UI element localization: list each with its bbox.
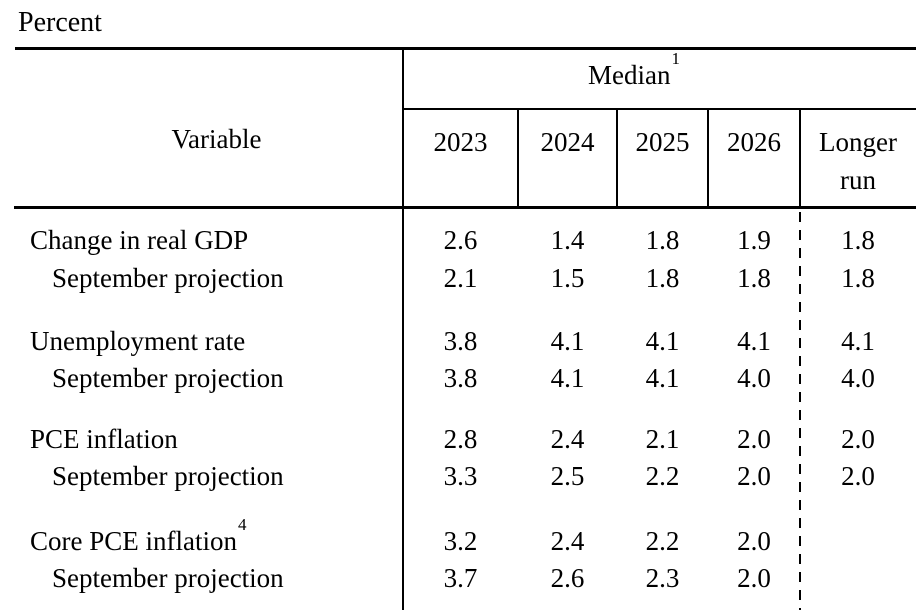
cell-2023: 2.8: [443, 423, 478, 454]
median-underline-rule: [402, 108, 916, 110]
year-divider-2025-2026: [707, 110, 709, 206]
column-header-2024: 2024: [540, 127, 595, 157]
longer-run-dashed-divider: [799, 212, 801, 610]
cell-2024: 2.4: [550, 423, 585, 454]
cell-2023: 2.6: [443, 224, 478, 255]
cell-longer-run: 1.8: [841, 224, 875, 255]
table-row: Change in real GDP 2.6 1.4 1.8 1.9 1.8: [0, 221, 916, 259]
cell-2024: 1.4: [550, 224, 585, 255]
cell-2025: 2.1: [645, 423, 680, 454]
variable-column-divider: [402, 47, 404, 610]
row-label: Core PCE inflation4: [30, 514, 247, 556]
table-row: September projection 3.8 4.1 4.1 4.0 4.0: [0, 359, 916, 397]
cell-2024: 2.5: [550, 460, 585, 491]
cell-2026: 2.0: [737, 525, 771, 556]
cell-2023: 3.3: [443, 460, 478, 491]
cell-2024: 2.6: [550, 562, 585, 593]
header-bottom-rule: [14, 206, 916, 209]
column-header-variable: Variable: [171, 124, 262, 154]
table-row: Core PCE inflation4 3.2 2.4 2.2 2.0: [0, 514, 916, 560]
median-header-text: Median: [588, 60, 671, 90]
cell-2025: 4.1: [645, 362, 680, 393]
row-label: September projection: [52, 460, 284, 491]
cell-2026: 2.0: [737, 460, 771, 491]
cell-2026: 4.1: [737, 325, 771, 356]
longer-run-line2: run: [840, 165, 876, 195]
table-row: September projection 2.1 1.5 1.8 1.8 1.8: [0, 259, 916, 297]
units-label: Percent: [18, 7, 102, 38]
cell-2026: 2.0: [737, 562, 771, 593]
year-divider-2023-2024: [517, 110, 519, 206]
column-header-2023: 2023: [433, 127, 488, 157]
row-label: September projection: [52, 262, 284, 293]
column-header-2025: 2025: [635, 127, 690, 157]
table-row: Unemployment rate 3.8 4.1 4.1 4.1 4.1: [0, 322, 916, 360]
cell-2025: 2.3: [645, 562, 680, 593]
table-row: September projection 3.3 2.5 2.2 2.0 2.0: [0, 457, 916, 495]
table-row: PCE inflation 2.8 2.4 2.1 2.0 2.0: [0, 420, 916, 458]
row-label: Change in real GDP: [30, 224, 249, 255]
cell-2026: 2.0: [737, 423, 771, 454]
year-divider-2024-2025: [616, 110, 618, 206]
top-rule: [15, 47, 916, 50]
cell-2023: 3.7: [443, 562, 478, 593]
cell-longer-run: 4.0: [841, 362, 875, 393]
year-divider-2026-longer-run: [799, 110, 801, 206]
cell-2026: 4.0: [737, 362, 771, 393]
cell-2025: 4.1: [645, 325, 680, 356]
cell-2024: 2.4: [550, 525, 585, 556]
cell-2025: 2.2: [645, 460, 680, 491]
row-label: PCE inflation: [30, 423, 178, 454]
cell-longer-run: 2.0: [841, 423, 875, 454]
row-footnote-marker: 4: [237, 514, 247, 534]
row-label: September projection: [52, 562, 284, 593]
cell-2024: 4.1: [550, 362, 585, 393]
column-group-header-median: Median1: [403, 50, 865, 94]
longer-run-line1: Longer: [819, 127, 897, 157]
row-label: September projection: [52, 362, 284, 393]
median-footnote-marker: 1: [671, 49, 680, 68]
cell-2023: 3.8: [443, 362, 478, 393]
cell-2023: 2.1: [443, 262, 478, 293]
cell-2026: 1.9: [737, 224, 771, 255]
cell-longer-run: 2.0: [841, 460, 875, 491]
cell-2025: 2.2: [645, 525, 680, 556]
cell-2023: 3.2: [443, 525, 478, 556]
table-row: September projection 3.7 2.6 2.3 2.0: [0, 559, 916, 597]
cell-longer-run: 1.8: [841, 262, 875, 293]
column-header-longer-run: Longer run: [800, 110, 916, 206]
cell-2024: 4.1: [550, 325, 585, 356]
column-header-2026: 2026: [727, 127, 781, 157]
cell-2025: 1.8: [645, 224, 680, 255]
cell-2026: 1.8: [737, 262, 771, 293]
cell-2023: 3.8: [443, 325, 478, 356]
cell-2024: 1.5: [550, 262, 585, 293]
row-label: Unemployment rate: [30, 325, 246, 356]
cell-longer-run: 4.1: [841, 325, 875, 356]
cell-2025: 1.8: [645, 262, 680, 293]
